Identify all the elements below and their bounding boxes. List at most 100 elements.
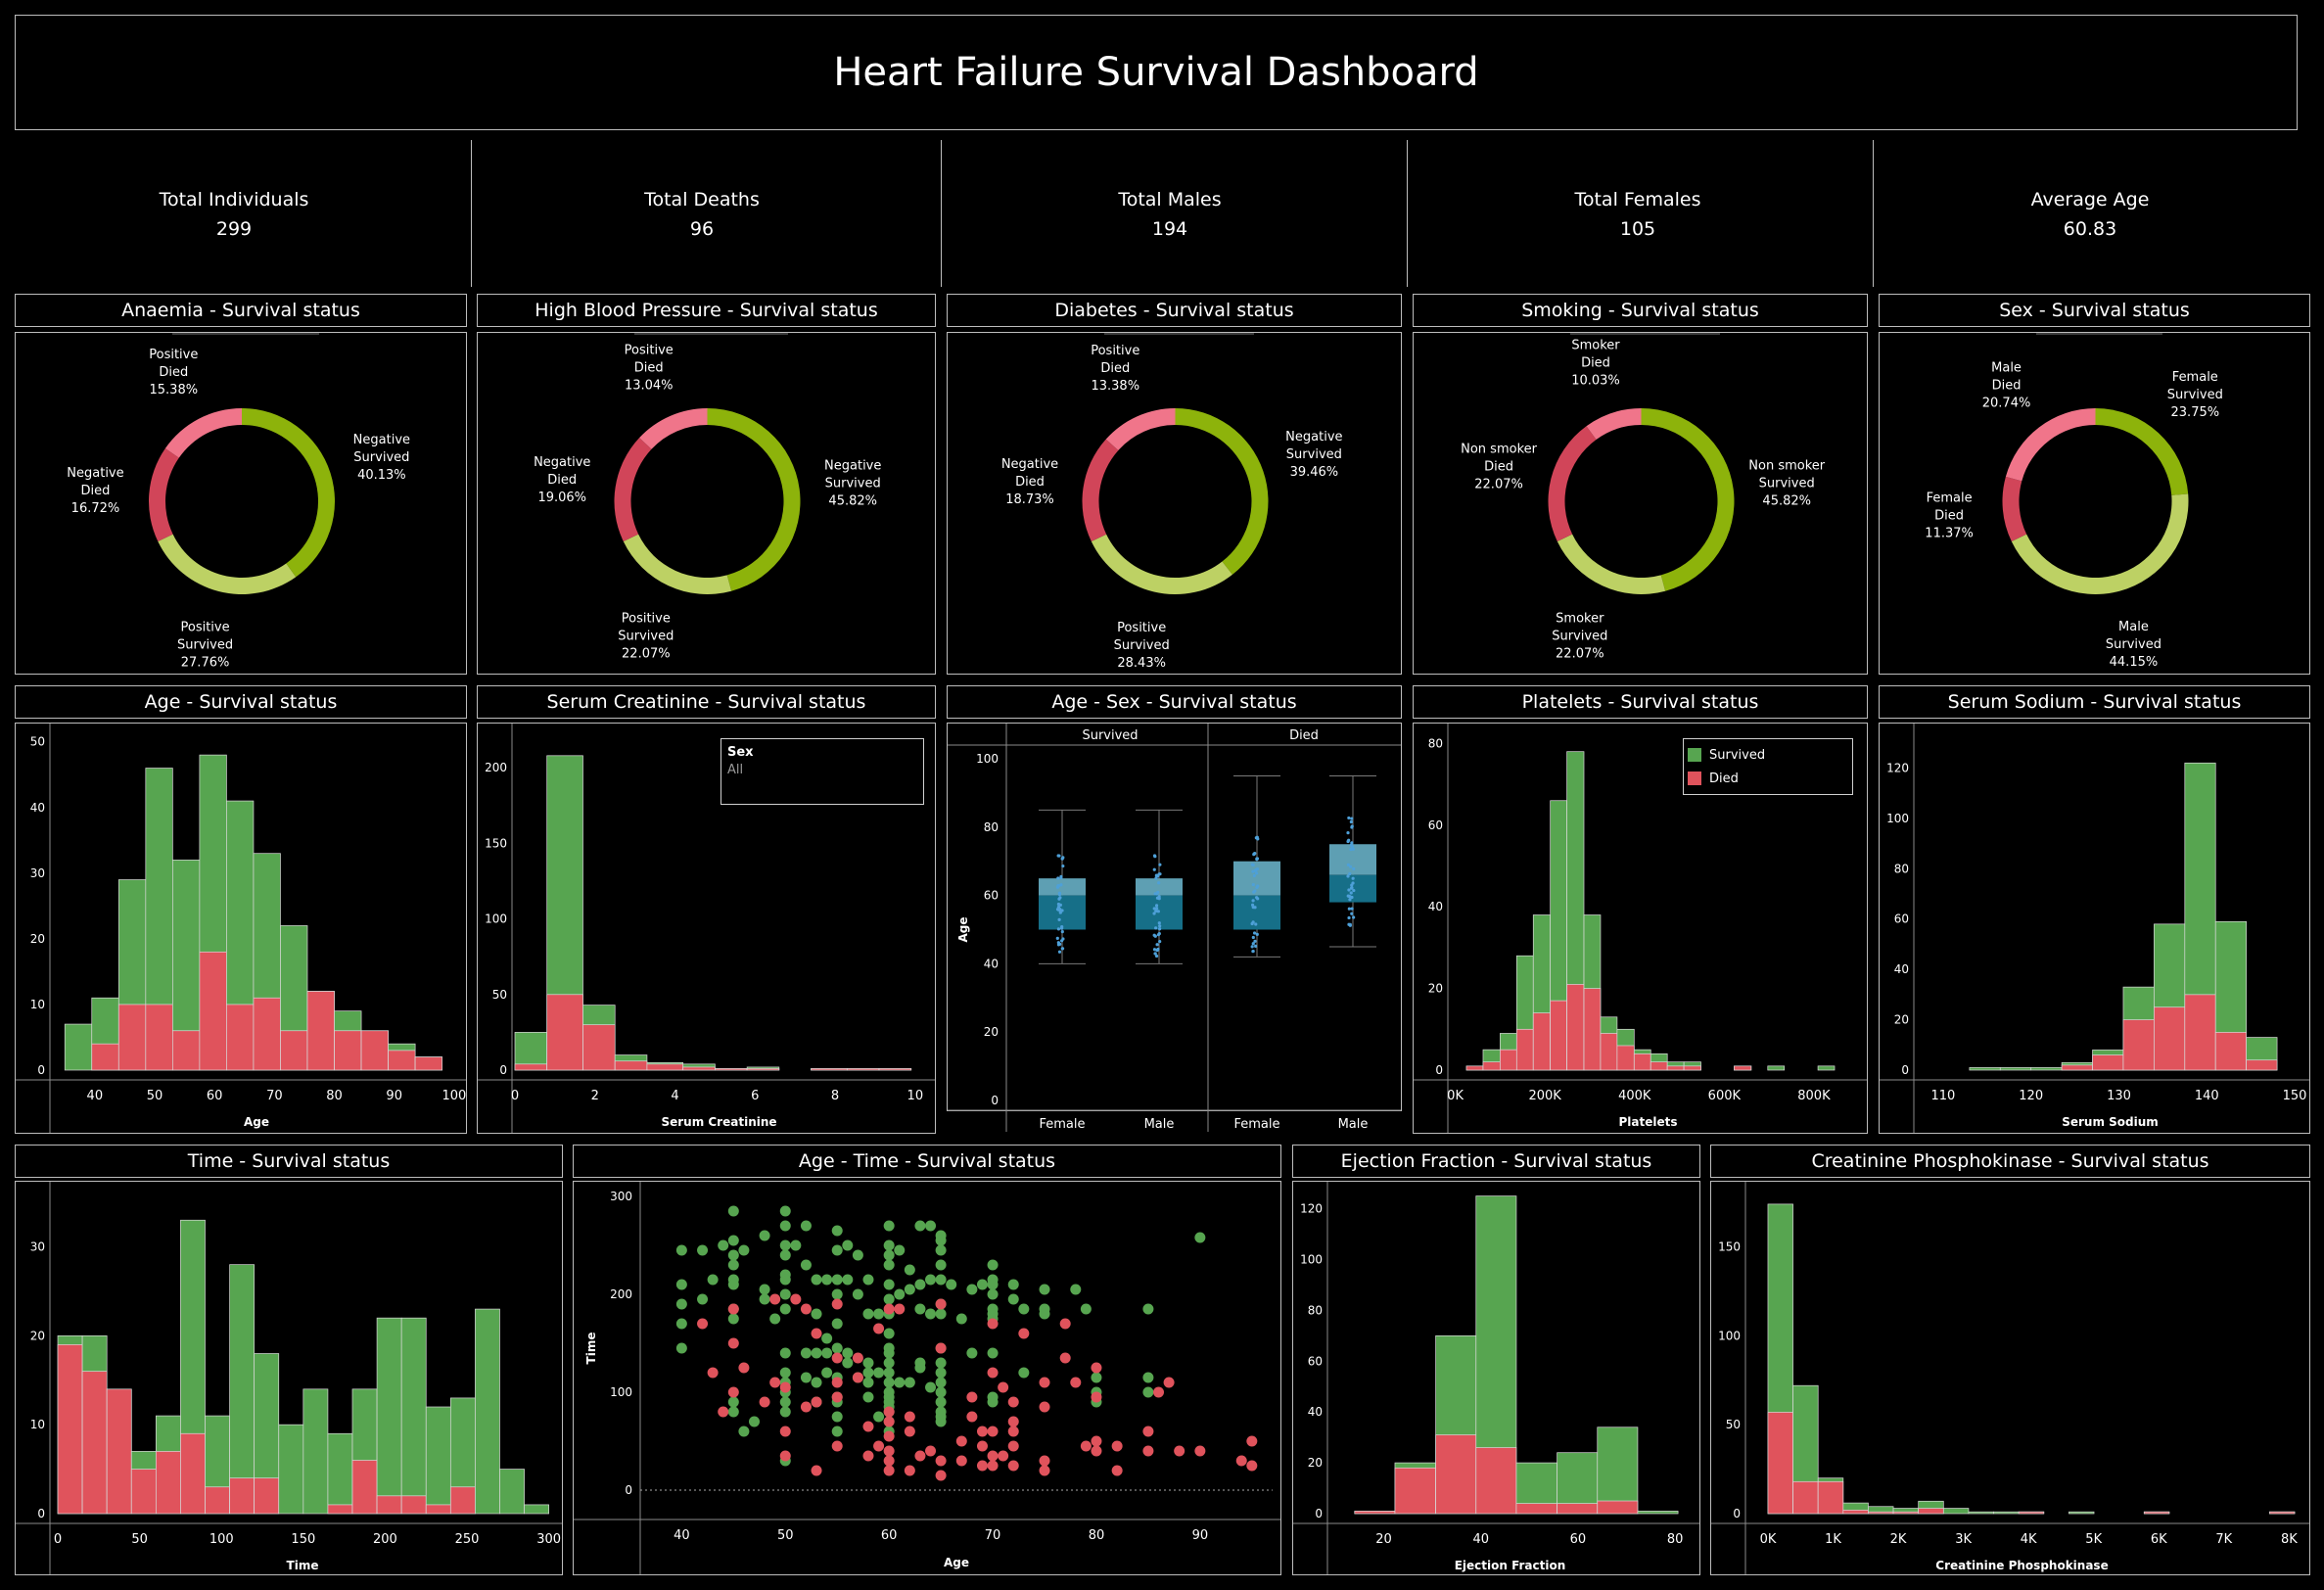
donut-label-line: 27.76%	[181, 655, 230, 670]
point-survived	[831, 1426, 843, 1437]
group-header: Died	[1289, 728, 1319, 743]
point-survived	[831, 1318, 843, 1330]
x-tick-label: 200	[373, 1532, 397, 1547]
donut-label: Male Survived 44.15%	[2106, 620, 2161, 670]
x-tick-label: 7K	[2215, 1532, 2232, 1547]
donut-label: Female Died 11.37%	[1925, 491, 1974, 540]
y-tick-label: 200	[485, 761, 507, 774]
data-point	[1352, 888, 1356, 893]
x-axis-title: Age	[944, 1556, 969, 1569]
donut-label-line: Negative	[1285, 430, 1342, 444]
bar-died	[155, 1451, 181, 1515]
bar-died	[1792, 1480, 1819, 1515]
point-survived	[842, 1357, 854, 1369]
bar-died	[1918, 1508, 1944, 1515]
point-died	[1007, 1460, 1019, 1472]
x-tick-label: 110	[1931, 1089, 1956, 1103]
bar-died	[682, 1066, 716, 1071]
legend-swatch-died	[1688, 772, 1701, 785]
y-tick-label: 20	[30, 932, 45, 946]
y-tick-label: 150	[485, 836, 507, 850]
point-died	[779, 1450, 791, 1462]
point-died	[718, 1406, 729, 1418]
y-tick-label: 300	[610, 1190, 632, 1203]
point-survived	[790, 1239, 802, 1251]
point-died	[811, 1328, 822, 1339]
sex-filter-value[interactable]: All	[727, 763, 744, 777]
data-point	[1348, 871, 1352, 876]
point-survived	[779, 1367, 791, 1379]
point-died	[935, 1342, 947, 1354]
point-survived	[935, 1416, 947, 1427]
data-point	[1056, 876, 1060, 880]
data-point	[1347, 894, 1351, 898]
donut-chart-diabetes: Negative Survived 39.46% Positive Survived 28…	[1001, 333, 1343, 671]
y-tick-label: 50	[30, 735, 45, 749]
x-tick-label: 40	[1472, 1532, 1489, 1547]
y-tick-label: 0	[499, 1063, 507, 1077]
bar-died	[180, 1432, 206, 1515]
bar-died	[2061, 1064, 2093, 1071]
point-survived	[904, 1284, 915, 1295]
sex-filter[interactable]: Sex All	[720, 738, 924, 805]
point-survived	[779, 1303, 791, 1315]
point-died	[769, 1293, 781, 1305]
data-point	[1349, 819, 1353, 824]
point-died	[811, 1396, 822, 1408]
data-point	[1255, 885, 1259, 890]
y-tick-label: 80	[1894, 862, 1909, 875]
point-survived	[914, 1279, 926, 1290]
point-survived	[779, 1220, 791, 1232]
data-point	[1057, 897, 1061, 901]
bar-died	[81, 1371, 108, 1515]
legend-item-died: Died	[1688, 769, 1848, 788]
donut-label-line: Died	[1484, 459, 1513, 474]
bar-died	[327, 1504, 353, 1515]
point-survived	[873, 1411, 885, 1423]
point-survived	[727, 1259, 739, 1271]
point-survived	[1194, 1232, 1206, 1243]
data-point	[1059, 926, 1064, 930]
x-tick-label: 100	[442, 1089, 466, 1103]
kpi-total-deaths: Total Deaths 96	[472, 140, 932, 287]
point-survived	[935, 1244, 947, 1256]
point-survived	[883, 1279, 895, 1290]
data-point	[1351, 847, 1355, 851]
data-point	[1154, 926, 1158, 930]
x-tick-label: Male	[1338, 1117, 1369, 1132]
x-tick-label: 70	[985, 1528, 1001, 1543]
point-survived	[718, 1239, 729, 1251]
point-survived	[821, 1333, 833, 1344]
bar-died	[1868, 1511, 1894, 1515]
bar-died	[2214, 1032, 2247, 1071]
bar-died	[1557, 1503, 1599, 1515]
donut-slice	[1175, 408, 1269, 575]
point-survived	[883, 1357, 895, 1369]
point-died	[883, 1406, 895, 1418]
point-survived	[935, 1386, 947, 1398]
point-survived	[800, 1347, 812, 1359]
y-tick-label: 60	[984, 889, 999, 903]
point-survived	[1070, 1284, 1082, 1295]
donut-label-line: Negative	[534, 455, 590, 470]
data-point	[1152, 867, 1156, 871]
point-survived	[842, 1239, 854, 1251]
point-survived	[987, 1259, 999, 1271]
data-point	[1152, 912, 1156, 915]
donut-slice	[2011, 493, 2189, 594]
histogram-age: 0 10 20 30 40 50 40 50 60 70 80 90 100 Age	[16, 724, 466, 1133]
point-survived	[966, 1284, 978, 1295]
bar-died	[1550, 1000, 1567, 1071]
data-point	[1251, 882, 1255, 887]
data-point	[1153, 952, 1157, 956]
point-died	[1091, 1445, 1102, 1457]
bar-survived	[1767, 1065, 1786, 1071]
point-survived	[748, 1416, 760, 1427]
point-died	[1007, 1396, 1019, 1408]
x-tick-label: 400K	[1618, 1089, 1651, 1103]
point-survived	[675, 1244, 687, 1256]
donut-slice	[2002, 476, 2027, 542]
point-survived	[727, 1313, 739, 1325]
point-survived	[779, 1406, 791, 1418]
point-survived	[873, 1308, 885, 1320]
